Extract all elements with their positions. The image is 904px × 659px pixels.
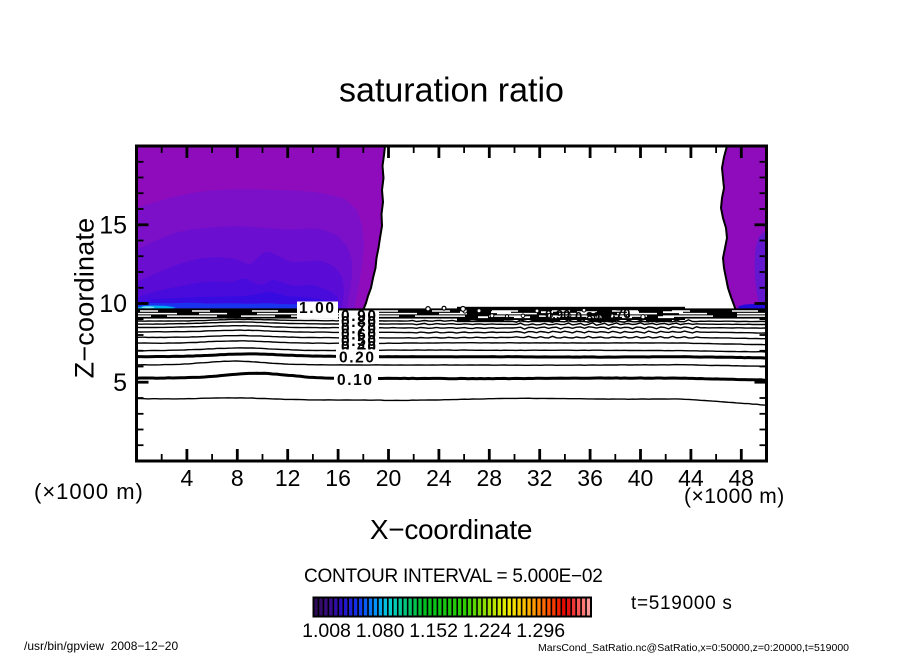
svg-text:8: 8 <box>231 465 244 491</box>
svg-text:0.50: 0.50 <box>341 333 378 350</box>
svg-text:0.80: 0.80 <box>341 314 378 331</box>
svg-text:X−coordinate: X−coordinate <box>370 514 532 545</box>
svg-text:Z−coordinate: Z−coordinate <box>70 218 100 379</box>
svg-text:15: 15 <box>99 211 127 239</box>
svg-text:t=519000 s: t=519000 s <box>631 593 733 614</box>
svg-text:0.80: 0.80 <box>575 309 600 324</box>
svg-text:16: 16 <box>325 465 351 491</box>
svg-text:(×1000 m): (×1000 m) <box>34 479 144 504</box>
svg-text:5: 5 <box>113 369 127 397</box>
svg-text:1.00: 1.00 <box>299 300 336 317</box>
svg-text:24: 24 <box>426 465 452 491</box>
svg-text:CONTOUR INTERVAL = 5.000E−02: CONTOUR INTERVAL = 5.000E−02 <box>304 566 603 587</box>
svg-text:0.10: 0.10 <box>337 372 374 389</box>
svg-text:0.90: 0.90 <box>545 307 570 322</box>
svg-text:(×1000 m): (×1000 m) <box>684 485 785 508</box>
svg-text:1.008: 1.008 <box>302 620 351 642</box>
svg-text:36: 36 <box>577 465 603 491</box>
svg-text:10: 10 <box>99 290 127 318</box>
svg-text:1.296: 1.296 <box>516 620 565 642</box>
svg-text:/usr/bin/gpview 2008−12−20: /usr/bin/gpview 2008−12−20 <box>24 639 178 653</box>
svg-text:0.70: 0.70 <box>341 320 378 337</box>
svg-text:saturation ratio: saturation ratio <box>339 72 564 110</box>
svg-text:48: 48 <box>729 465 755 491</box>
svg-text:4: 4 <box>181 465 194 491</box>
svg-text:MarsCond_SatRatio.nc@SatRatio,: MarsCond_SatRatio.nc@SatRatio,x=0:50000,… <box>538 642 849 654</box>
svg-text:0.20: 0.20 <box>339 350 376 367</box>
svg-text:1.080: 1.080 <box>356 620 405 642</box>
svg-text:32: 32 <box>527 465 553 491</box>
svg-text:20: 20 <box>376 465 402 491</box>
svg-text:44: 44 <box>678 465 704 491</box>
svg-text:1.152: 1.152 <box>409 620 458 642</box>
svg-text:28: 28 <box>477 465 503 491</box>
svg-text:1.224: 1.224 <box>463 620 512 642</box>
svg-text:0.90: 0.90 <box>341 308 378 325</box>
svg-text:0.70: 0.70 <box>605 306 630 321</box>
svg-text:12: 12 <box>275 465 301 491</box>
svg-text:0.60: 0.60 <box>341 327 378 344</box>
svg-text:40: 40 <box>628 465 654 491</box>
